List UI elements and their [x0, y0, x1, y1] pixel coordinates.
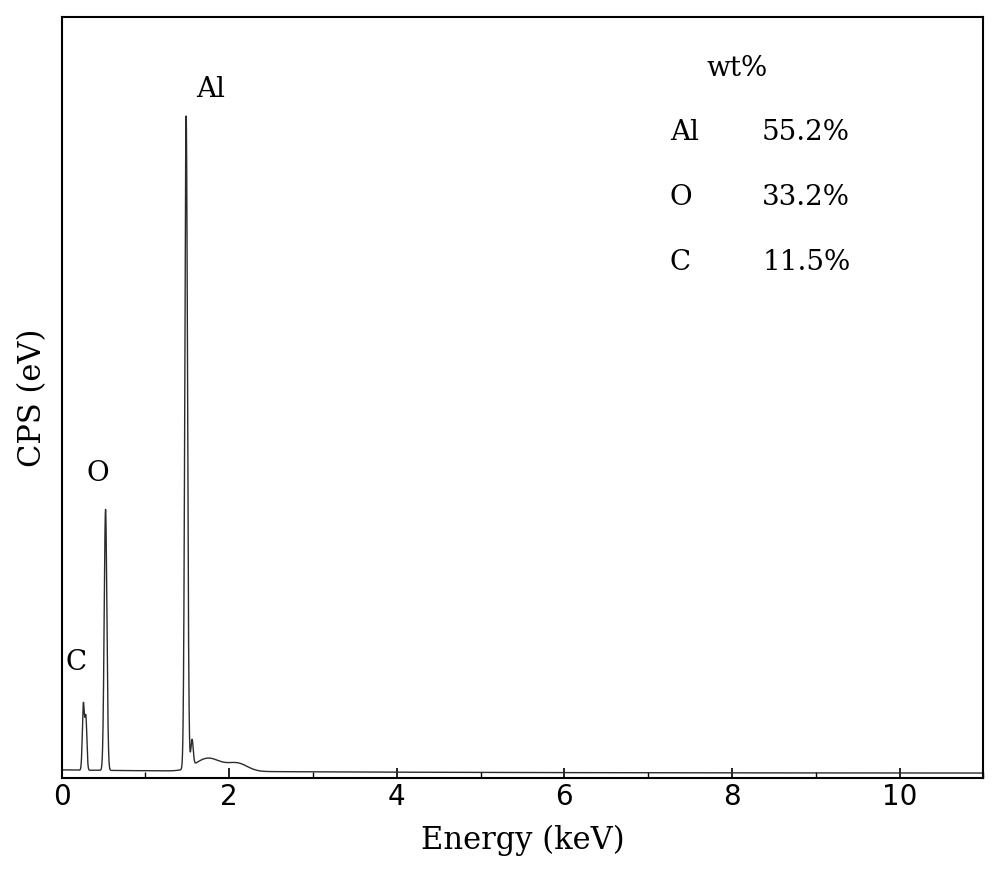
Text: 11.5%: 11.5% — [762, 249, 850, 276]
Text: Al: Al — [670, 120, 699, 147]
Text: O: O — [670, 184, 693, 211]
Text: C: C — [670, 249, 691, 276]
Text: 33.2%: 33.2% — [762, 184, 850, 211]
X-axis label: Energy (keV): Energy (keV) — [421, 825, 624, 856]
Text: Al: Al — [196, 76, 225, 103]
Text: O: O — [86, 460, 109, 487]
Y-axis label: CPS (eV): CPS (eV) — [17, 328, 48, 467]
Text: 55.2%: 55.2% — [762, 120, 850, 147]
Text: C: C — [66, 649, 87, 676]
Text: wt%: wt% — [707, 55, 768, 82]
